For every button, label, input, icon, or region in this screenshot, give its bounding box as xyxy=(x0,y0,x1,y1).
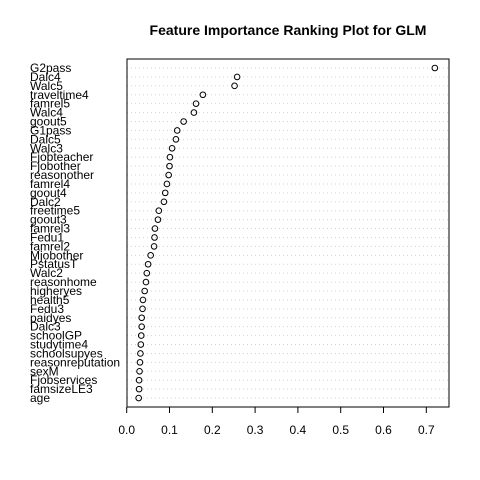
data-point xyxy=(137,332,145,339)
feature-label: studytime4 xyxy=(30,338,88,352)
feature-label: Dalc2 xyxy=(30,195,61,209)
data-point xyxy=(136,367,143,375)
data-point xyxy=(165,171,172,179)
data-point xyxy=(136,359,144,366)
data-point xyxy=(139,296,147,304)
data-point xyxy=(137,350,144,357)
feature-label: Dalc3 xyxy=(30,320,61,334)
feature-label: paidyes xyxy=(30,311,71,325)
data-point xyxy=(172,136,180,143)
feature-label: famrel2 xyxy=(30,239,70,253)
feature-label: famrel3 xyxy=(30,222,70,236)
x-tick-label: 0.2 xyxy=(204,423,221,437)
x-tick-label: 0.3 xyxy=(247,423,264,437)
feature-label: age xyxy=(30,391,50,405)
feature-label: famrel5 xyxy=(30,97,70,111)
feature-label: traveltime4 xyxy=(30,88,89,102)
feature-label: Walc2 xyxy=(30,266,63,280)
feature-label: schoolGP xyxy=(30,329,82,343)
data-point xyxy=(138,314,145,322)
feature-label: Fjobteacher xyxy=(30,150,93,164)
data-point xyxy=(155,207,163,215)
data-point xyxy=(142,278,150,286)
data-point xyxy=(163,180,171,188)
feature-label: Fjobservices xyxy=(30,373,97,387)
data-point xyxy=(199,91,207,99)
feature-label: goout4 xyxy=(30,186,67,200)
feature-label: Mjobother xyxy=(30,248,83,262)
feature-label: famrel4 xyxy=(30,177,70,191)
data-point xyxy=(431,64,439,72)
feature-label: higheryes xyxy=(30,284,82,298)
feature-label: Fedu1 xyxy=(30,230,64,244)
data-point xyxy=(147,252,154,259)
x-tick-label: 0.7 xyxy=(418,423,435,437)
x-tick-label: 0.1 xyxy=(161,423,178,437)
data-point xyxy=(151,225,159,232)
feature-label: G2pass xyxy=(30,61,71,75)
feature-label: Fjobother xyxy=(30,159,81,173)
data-point xyxy=(137,341,145,348)
x-axis: 0.0 0.1 0.2 0.3 0.4 0.5 0.6 0.7 xyxy=(118,407,435,437)
data-points xyxy=(135,64,439,402)
feature-label: Dalc5 xyxy=(30,132,61,146)
data-point xyxy=(168,144,176,152)
feature-label: G1pass xyxy=(30,123,71,137)
data-point xyxy=(233,73,241,81)
grid-lines xyxy=(127,67,449,399)
feature-label: health5 xyxy=(30,293,70,307)
feature-label: Fedu3 xyxy=(30,302,64,316)
feature-label: Dalc4 xyxy=(30,70,61,84)
feature-label: reasonother xyxy=(30,168,94,182)
plot-box xyxy=(126,58,450,408)
data-point xyxy=(143,269,151,277)
x-tick-label: 0.5 xyxy=(332,423,349,437)
x-tick-label: 0.0 xyxy=(118,423,135,437)
data-point xyxy=(135,385,143,393)
feature-labels: G2passDalc4Walc5traveltime4famrel5Walc4g… xyxy=(30,61,120,405)
data-point xyxy=(151,234,158,241)
feature-label: schoolsupyes xyxy=(30,346,103,360)
feature-label: sexM xyxy=(30,364,59,378)
data-point xyxy=(138,323,145,330)
data-point xyxy=(135,376,143,384)
feature-label: PstatusT xyxy=(30,257,78,271)
data-point xyxy=(190,109,198,116)
chart-title: Feature Importance Ranking Plot for GLM xyxy=(150,22,427,38)
data-point xyxy=(161,189,169,197)
data-point xyxy=(150,243,158,250)
feature-label: reasonreputation xyxy=(30,355,120,369)
data-point xyxy=(173,127,181,134)
data-point xyxy=(154,216,162,223)
feature-label: goout5 xyxy=(30,115,67,129)
data-point xyxy=(139,305,146,313)
feature-label: goout3 xyxy=(30,213,67,227)
feature-label: Walc4 xyxy=(30,106,63,120)
feature-label: Walc3 xyxy=(30,141,63,155)
data-point xyxy=(180,118,187,125)
data-point xyxy=(135,394,142,402)
data-point xyxy=(192,100,200,107)
data-point xyxy=(160,198,168,206)
feature-label: freetime5 xyxy=(30,204,80,218)
feature-label: reasonhome xyxy=(30,275,97,289)
feature-label: Walc5 xyxy=(30,79,63,93)
data-point xyxy=(166,153,174,161)
data-point xyxy=(231,82,238,90)
data-point xyxy=(141,287,148,295)
data-point xyxy=(144,260,152,268)
data-point xyxy=(166,162,173,170)
feature-label: famsizeLE3 xyxy=(30,382,93,396)
x-tick-label: 0.4 xyxy=(290,423,307,437)
x-tick-label: 0.6 xyxy=(375,423,392,437)
